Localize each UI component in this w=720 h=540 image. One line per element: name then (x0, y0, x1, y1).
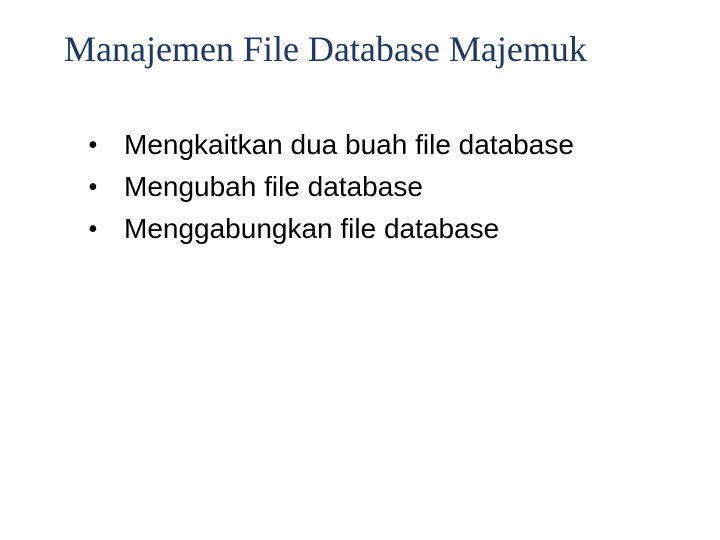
list-item: • Mengubah file database (88, 169, 680, 205)
list-item: • Menggabungkan file database (88, 211, 680, 247)
bullet-text: Mengubah file database (124, 169, 423, 204)
bullet-text: Mengkaitkan dua buah file database (124, 127, 574, 162)
bullet-icon: • (88, 212, 124, 247)
slide-body: • Mengkaitkan dua buah file database • M… (88, 127, 680, 247)
bullet-icon: • (88, 128, 124, 163)
bullet-text: Menggabungkan file database (124, 211, 499, 246)
list-item: • Mengkaitkan dua buah file database (88, 127, 680, 163)
slide: Manajemen File Database Majemuk • Mengka… (0, 0, 720, 540)
slide-title: Manajemen File Database Majemuk (64, 28, 680, 71)
bullet-icon: • (88, 170, 124, 205)
